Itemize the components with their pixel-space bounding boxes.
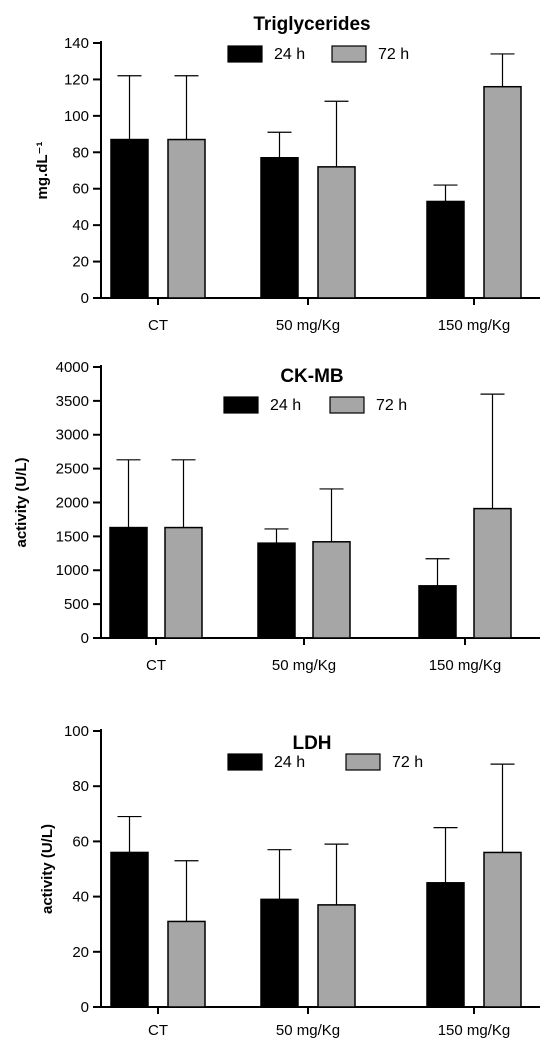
- chart-panel-1: Triglycerides 24 h 72 h 0 20 40 60 80 100 120 140 m…: [34, 14, 540, 334]
- legend-swatch: [329, 396, 365, 414]
- y-tick-label: 2500: [56, 461, 89, 478]
- legend-label: 24 h: [274, 754, 305, 771]
- bar: [483, 85, 522, 299]
- y-axis-label: mg.dL⁻¹: [34, 142, 51, 200]
- bar: [483, 851, 522, 1008]
- chart-title: LDH: [292, 733, 331, 754]
- bar: [426, 200, 465, 299]
- y-tick-label: 3500: [56, 393, 89, 410]
- y-tick-label: 80: [72, 778, 89, 795]
- x-tick-label: 50 mg/Kg: [272, 657, 336, 674]
- bar: [109, 526, 148, 639]
- y-tick-label: 60: [72, 833, 89, 850]
- y-tick-label: 1000: [56, 562, 89, 579]
- bar: [164, 526, 203, 639]
- y-tick-label: 3000: [56, 427, 89, 444]
- y-tick-label: 100: [64, 723, 89, 740]
- x-tick-label: CT: [146, 657, 166, 674]
- legend-swatch: [331, 45, 367, 63]
- bar: [260, 157, 299, 299]
- chart-panel-2: CK-MB 24 h 72 h 0 500 1000 1500 2000 2500 3000 350…: [13, 359, 540, 674]
- legend-swatch: [223, 396, 259, 414]
- bar: [110, 138, 149, 299]
- x-tick-label: CT: [148, 317, 168, 334]
- y-tick-label: 0: [81, 999, 89, 1016]
- legend-label: 24 h: [270, 397, 301, 414]
- x-tick-label: 50 mg/Kg: [276, 1022, 340, 1039]
- y-axis-label: activity (U/L): [39, 824, 56, 914]
- bar: [426, 882, 465, 1008]
- y-tick-label: 60: [72, 181, 89, 198]
- chart-title: CK-MB: [280, 366, 343, 387]
- legend-swatch: [227, 753, 263, 771]
- bar: [260, 898, 299, 1008]
- x-tick-label: 50 mg/Kg: [276, 317, 340, 334]
- y-tick-label: 100: [64, 108, 89, 125]
- y-tick-label: 0: [81, 630, 89, 647]
- y-tick-label: 2000: [56, 494, 89, 511]
- bar: [312, 541, 351, 639]
- legend-label: 24 h: [274, 46, 305, 63]
- bar: [418, 585, 457, 639]
- bar: [317, 904, 356, 1008]
- y-axis-label: activity (U/L): [13, 457, 30, 547]
- legend-label: 72 h: [378, 46, 409, 63]
- y-tick-label: 120: [64, 71, 89, 88]
- y-tick-label: 500: [64, 596, 89, 613]
- legend-label: 72 h: [376, 397, 407, 414]
- x-tick-label: 150 mg/Kg: [438, 1022, 511, 1039]
- legend-swatch: [345, 753, 381, 771]
- x-tick-label: CT: [148, 1022, 168, 1039]
- y-tick-label: 4000: [56, 359, 89, 376]
- y-tick-label: 1500: [56, 528, 89, 545]
- y-tick-label: 40: [72, 217, 89, 234]
- chart-title: Triglycerides: [253, 14, 370, 35]
- bar: [257, 542, 296, 639]
- legend-swatch: [227, 45, 263, 63]
- y-tick-label: 40: [72, 889, 89, 906]
- bar: [473, 507, 512, 639]
- y-tick-label: 0: [81, 290, 89, 307]
- y-tick-label: 20: [72, 944, 89, 961]
- y-tick-label: 140: [64, 35, 89, 52]
- x-tick-label: 150 mg/Kg: [429, 657, 502, 674]
- y-tick-label: 80: [72, 144, 89, 161]
- y-tick-label: 20: [72, 254, 89, 271]
- bar: [110, 851, 149, 1008]
- x-tick-label: 150 mg/Kg: [438, 317, 511, 334]
- legend-label: 72 h: [392, 754, 423, 771]
- bar: [317, 166, 356, 299]
- bar: [167, 920, 206, 1008]
- bar: [167, 138, 206, 299]
